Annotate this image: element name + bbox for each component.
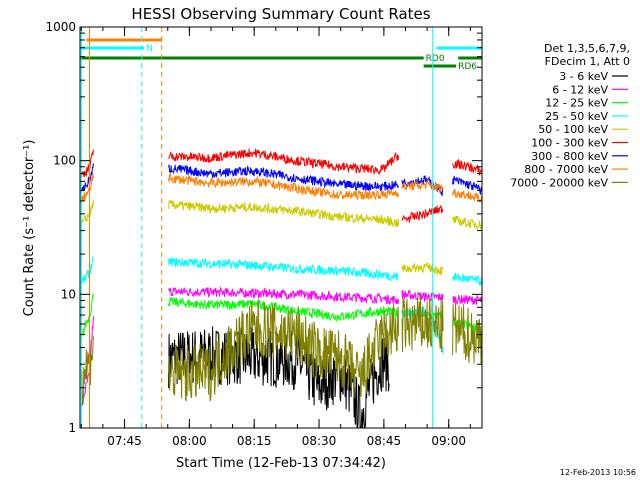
legend-label: 7000 - 20000 keV [510, 176, 608, 189]
series-line [80, 293, 94, 339]
y-tick-label: 10 [61, 287, 76, 301]
x-tick-label: 08:00 [172, 434, 207, 448]
timestamp: 12-Feb-2013 10:56 [560, 468, 636, 477]
legend-label: 6 - 12 keV [552, 83, 608, 96]
series-line [452, 272, 483, 286]
series-line [168, 173, 400, 201]
x-tick-label: 08:15 [237, 434, 272, 448]
legend-header-line-1: Det 1,3,5,6,7,9, [544, 42, 630, 55]
series-line [452, 188, 483, 204]
series-line [80, 336, 94, 405]
series-25-50-kev [80, 255, 483, 355]
legend-label: 100 - 300 keV [531, 137, 608, 150]
legend-label: 3 - 6 keV [559, 70, 608, 83]
series-100-300-kev [80, 148, 483, 223]
x-tick-label: 09:00 [431, 434, 466, 448]
series-line [168, 301, 400, 402]
series-line [401, 289, 444, 303]
x-axis-label: Start Time (12-Feb-13 07:34:42) [176, 456, 386, 471]
series-line [168, 256, 399, 282]
series-line [168, 164, 400, 192]
series-line [168, 199, 400, 228]
flag-label: RD0 [426, 54, 445, 64]
x-axis: 07:45 08:00 08:15 08:30 08:45 09:00 [80, 27, 471, 448]
series-line [452, 176, 483, 196]
flag-label: N [146, 44, 153, 54]
y-tick-label: 1 [68, 421, 76, 435]
series-line [401, 262, 444, 276]
series-line [80, 149, 94, 179]
y-tick-label: 1000 [45, 20, 76, 34]
legend-label: 800 - 7000 keV [524, 163, 608, 176]
series-line [452, 302, 483, 370]
flag-label: RD6 [458, 62, 477, 72]
plot-frame [79, 26, 483, 429]
y-axis: 1 10 100 1000 [45, 20, 482, 435]
x-tick-label: 07:45 [107, 434, 142, 448]
legend-header-line-2: FDecim 1, Att 0 [545, 55, 630, 68]
legend-label: 12 - 25 keV [545, 97, 608, 110]
observing-flags: N RD0 RD6 [80, 38, 482, 72]
series-line [401, 205, 444, 223]
series-line [80, 163, 94, 193]
series-line [168, 296, 400, 323]
series-line [80, 173, 94, 204]
series-50-100-kev [80, 199, 483, 276]
legend-label: 300 - 800 keV [531, 150, 608, 163]
y-axis-label: Count Rate (s⁻¹ detector⁻¹) [22, 140, 37, 317]
series-line [168, 285, 400, 306]
series-line [168, 148, 400, 176]
series-line [452, 215, 483, 231]
series-line [80, 199, 94, 226]
chart-title: HESSI Observing Summary Count Rates [131, 5, 430, 23]
series-line [401, 179, 444, 195]
legend-label: 25 - 50 keV [545, 110, 608, 123]
x-tick-label: 08:30 [302, 434, 337, 448]
series-line [452, 294, 483, 306]
series-7000-20000-kev [80, 295, 483, 405]
legend: Det 1,3,5,6,7,9, FDecim 1, Att 0 3 - 6 k… [510, 42, 630, 189]
x-tick-label: 08:45 [367, 434, 402, 448]
series-line [401, 295, 444, 353]
series-layer [80, 148, 483, 429]
y-tick-label: 100 [53, 154, 76, 168]
series-line [80, 255, 94, 284]
series-800-7000-kev [80, 173, 483, 204]
legend-label: 50 - 100 keV [538, 123, 608, 136]
